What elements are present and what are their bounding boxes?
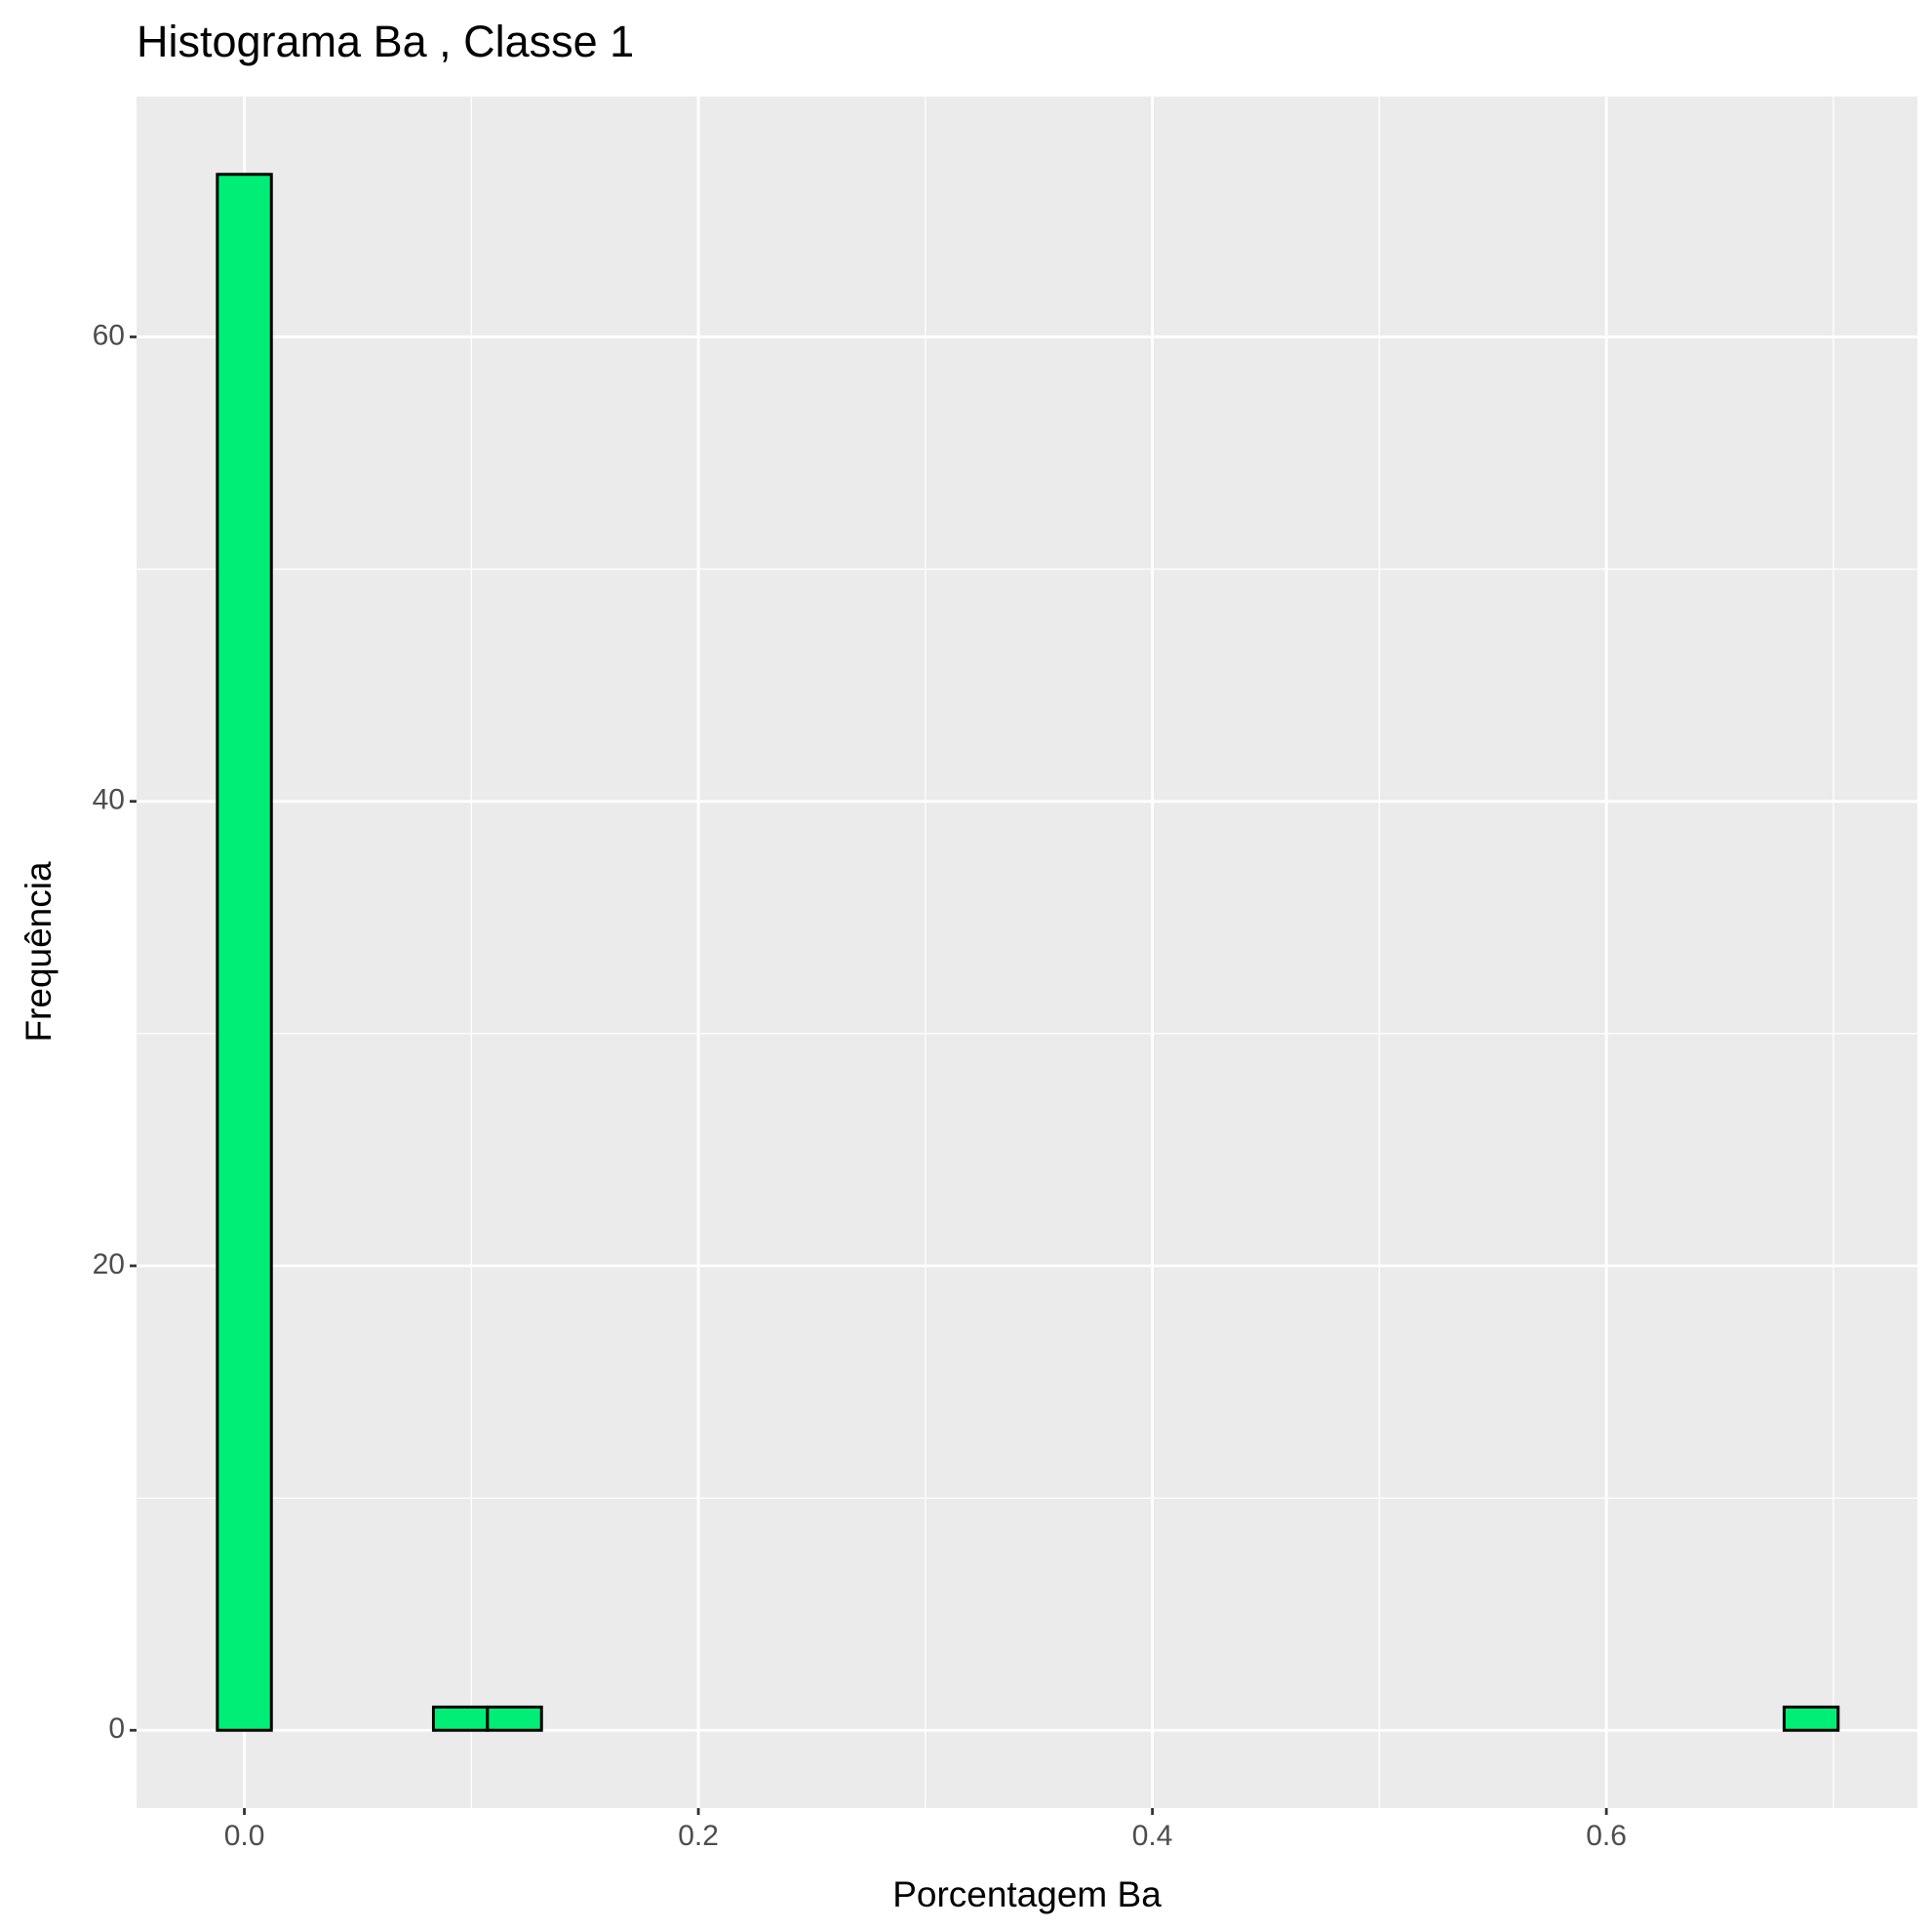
y-tick-label: 20 <box>93 1248 125 1280</box>
y-axis-title: Frequência <box>19 861 59 1043</box>
bar <box>1782 1705 1840 1732</box>
bar <box>431 1705 490 1732</box>
x-axis-title: Porcentagem Ba <box>892 1874 1162 1914</box>
x-tick-label: 0.6 <box>1586 1820 1627 1852</box>
x-tick-label: 0.2 <box>678 1820 719 1852</box>
plot-background <box>137 97 1917 1808</box>
x-tick-label: 0.4 <box>1132 1820 1173 1852</box>
x-tick-label: 0.0 <box>224 1820 265 1852</box>
chart-title: Histograma Ba , Classe 1 <box>137 17 634 66</box>
bar <box>486 1705 543 1732</box>
y-tick-label: 0 <box>108 1712 125 1745</box>
bar <box>216 173 273 1732</box>
y-tick-label: 60 <box>93 319 125 351</box>
y-tick-label: 40 <box>93 784 125 816</box>
